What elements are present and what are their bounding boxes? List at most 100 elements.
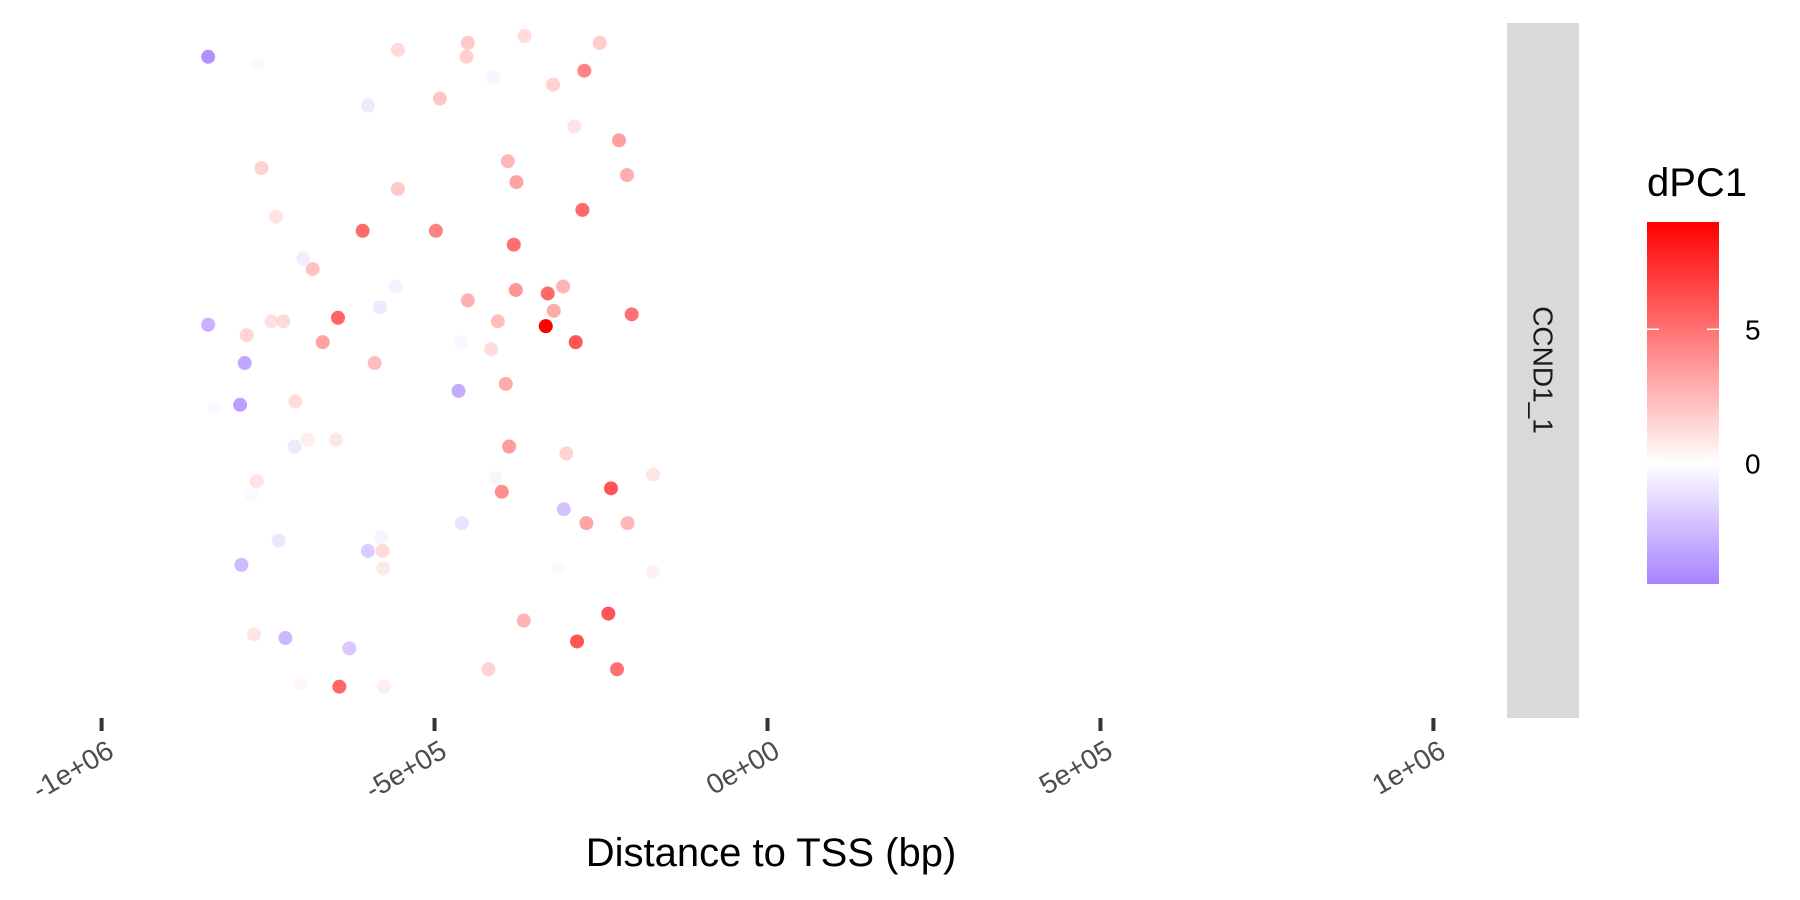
data-point [556, 502, 571, 517]
data-point [546, 303, 561, 318]
x-tick-label: 0e+00 [701, 734, 785, 800]
data-point [490, 314, 505, 329]
points-layer [201, 28, 660, 694]
x-tick-label: -5e+05 [360, 734, 452, 805]
data-point [498, 376, 513, 391]
data-point [301, 432, 316, 447]
data-point [254, 161, 269, 176]
data-point [234, 557, 249, 572]
data-point [502, 439, 517, 454]
data-point [374, 530, 389, 545]
data-point [360, 98, 375, 113]
data-point [249, 56, 264, 71]
data-point [390, 42, 405, 57]
data-point [233, 397, 248, 412]
data-point [645, 564, 660, 579]
data-point [432, 91, 447, 106]
data-point [506, 237, 521, 252]
data-point [612, 133, 627, 148]
data-point [568, 335, 583, 350]
data-point [500, 154, 515, 169]
data-point [428, 223, 443, 238]
data-point [460, 35, 475, 50]
data-point [451, 383, 466, 398]
data-point [579, 516, 594, 531]
data-point [269, 209, 284, 224]
data-point [592, 35, 607, 50]
data-point [278, 630, 293, 645]
data-point [494, 484, 509, 499]
data-point [540, 286, 555, 301]
data-point [481, 662, 496, 677]
data-point [577, 63, 592, 78]
data-point [567, 119, 582, 134]
data-point [247, 627, 262, 642]
data-point [276, 314, 291, 329]
data-point [296, 251, 311, 266]
data-point [546, 77, 561, 92]
x-tick-label: 5e+05 [1034, 734, 1118, 800]
data-point [645, 467, 660, 482]
data-point [332, 679, 347, 694]
data-point [287, 439, 302, 454]
data-point [390, 182, 405, 197]
data-point [237, 356, 252, 371]
data-point [360, 543, 375, 558]
data-point [619, 168, 634, 183]
data-point [328, 432, 343, 447]
legend-tick-label: 5 [1745, 314, 1761, 345]
data-point [517, 28, 532, 43]
facet-strip [1507, 23, 1579, 718]
data-point [305, 262, 320, 277]
data-point [604, 481, 619, 496]
data-point [388, 279, 403, 294]
data-point [538, 319, 553, 334]
x-tick-label: -1e+06 [27, 734, 119, 805]
data-point [264, 314, 279, 329]
data-point [575, 202, 590, 217]
data-point [375, 543, 390, 558]
x-axis-title: Distance to TSS (bp) [586, 831, 957, 875]
data-point [624, 307, 639, 322]
data-point [508, 282, 523, 297]
data-point [486, 70, 501, 85]
data-point [376, 561, 391, 576]
data-point [330, 310, 345, 325]
data-point [484, 342, 499, 357]
x-axis: -1e+06 -5e+05 0e+00 5e+05 1e+06 [27, 718, 1451, 805]
data-point [271, 533, 286, 548]
data-point [315, 335, 330, 350]
x-tick-label: 1e+06 [1367, 734, 1451, 800]
data-point [367, 356, 382, 371]
data-point [488, 470, 503, 485]
data-point [516, 613, 531, 628]
data-point [244, 488, 259, 503]
data-point [556, 279, 571, 294]
legend-title: dPC1 [1647, 161, 1747, 205]
data-point [620, 516, 635, 531]
legend-ticks: 05 [1647, 314, 1761, 479]
data-point [239, 328, 254, 343]
data-point [288, 394, 303, 409]
data-point [459, 49, 474, 64]
color-bar [1647, 222, 1719, 584]
data-point [460, 293, 475, 308]
legend-tick-label: 0 [1745, 448, 1761, 479]
data-point [376, 679, 391, 694]
data-point [552, 561, 567, 576]
data-point [509, 175, 524, 190]
data-point [610, 662, 625, 677]
data-point [454, 516, 469, 531]
data-point [355, 223, 370, 238]
data-point [201, 317, 216, 332]
facet-strip-label: CCND1_1 [1528, 306, 1559, 434]
data-point [201, 49, 216, 64]
data-point [601, 606, 616, 621]
data-point [372, 300, 387, 315]
data-point [207, 401, 222, 416]
data-point [293, 676, 308, 691]
data-point [559, 446, 574, 461]
data-point [454, 335, 469, 350]
